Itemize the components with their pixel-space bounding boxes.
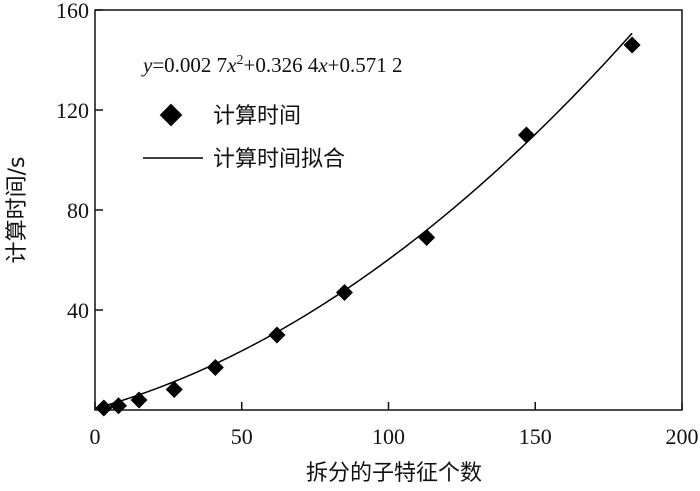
legend: 计算时间 计算时间拟合	[143, 103, 345, 172]
y-axis-ticks: 40 80 120 160	[56, 0, 103, 323]
data-point-marker	[95, 399, 113, 417]
eq-x2: x	[317, 53, 328, 77]
eq-part2: +0.326 4	[244, 53, 319, 77]
x-tick-label: 200	[666, 424, 699, 449]
x-axis-title: 拆分的子特征个数	[306, 461, 482, 486]
data-point-marker	[335, 284, 353, 301]
x-tick-label: 50	[231, 424, 253, 449]
eq-part1: =0.002 7	[152, 53, 227, 77]
x-tick-label: 100	[372, 424, 405, 449]
data-point-marker	[418, 229, 436, 246]
data-point-marker	[206, 359, 224, 376]
data-point-marker	[517, 126, 535, 144]
eq-y: y	[141, 53, 153, 77]
y-tick-label: 120	[56, 98, 89, 123]
x-tick-label: 150	[519, 424, 552, 449]
y-tick-label: 40	[67, 298, 89, 323]
data-point-marker	[623, 36, 641, 54]
data-point-marker	[109, 397, 127, 415]
legend-diamond-marker	[159, 103, 183, 127]
y-tick-label: 160	[56, 0, 89, 23]
data-point-marker	[268, 326, 286, 344]
data-point-marker	[165, 381, 183, 398]
eq-part3: +0.571 2	[328, 53, 403, 77]
eq-power: 2	[237, 53, 244, 68]
x-tick-label: 0	[90, 424, 101, 449]
fit-equation: y=0.002 7x2+0.326 4x+0.571 2	[141, 53, 403, 77]
legend-label-fit: 计算时间拟合	[213, 147, 345, 172]
legend-label-points: 计算时间	[213, 104, 301, 129]
y-axis-title: 计算时间/s	[5, 157, 30, 264]
data-markers	[95, 36, 641, 417]
x-axis-ticks: 0 50 100 150 200	[90, 402, 699, 449]
fit-curve-line	[103, 32, 633, 407]
eq-x1: x	[226, 53, 237, 77]
data-point-marker	[130, 391, 148, 409]
y-tick-label: 80	[67, 198, 89, 223]
